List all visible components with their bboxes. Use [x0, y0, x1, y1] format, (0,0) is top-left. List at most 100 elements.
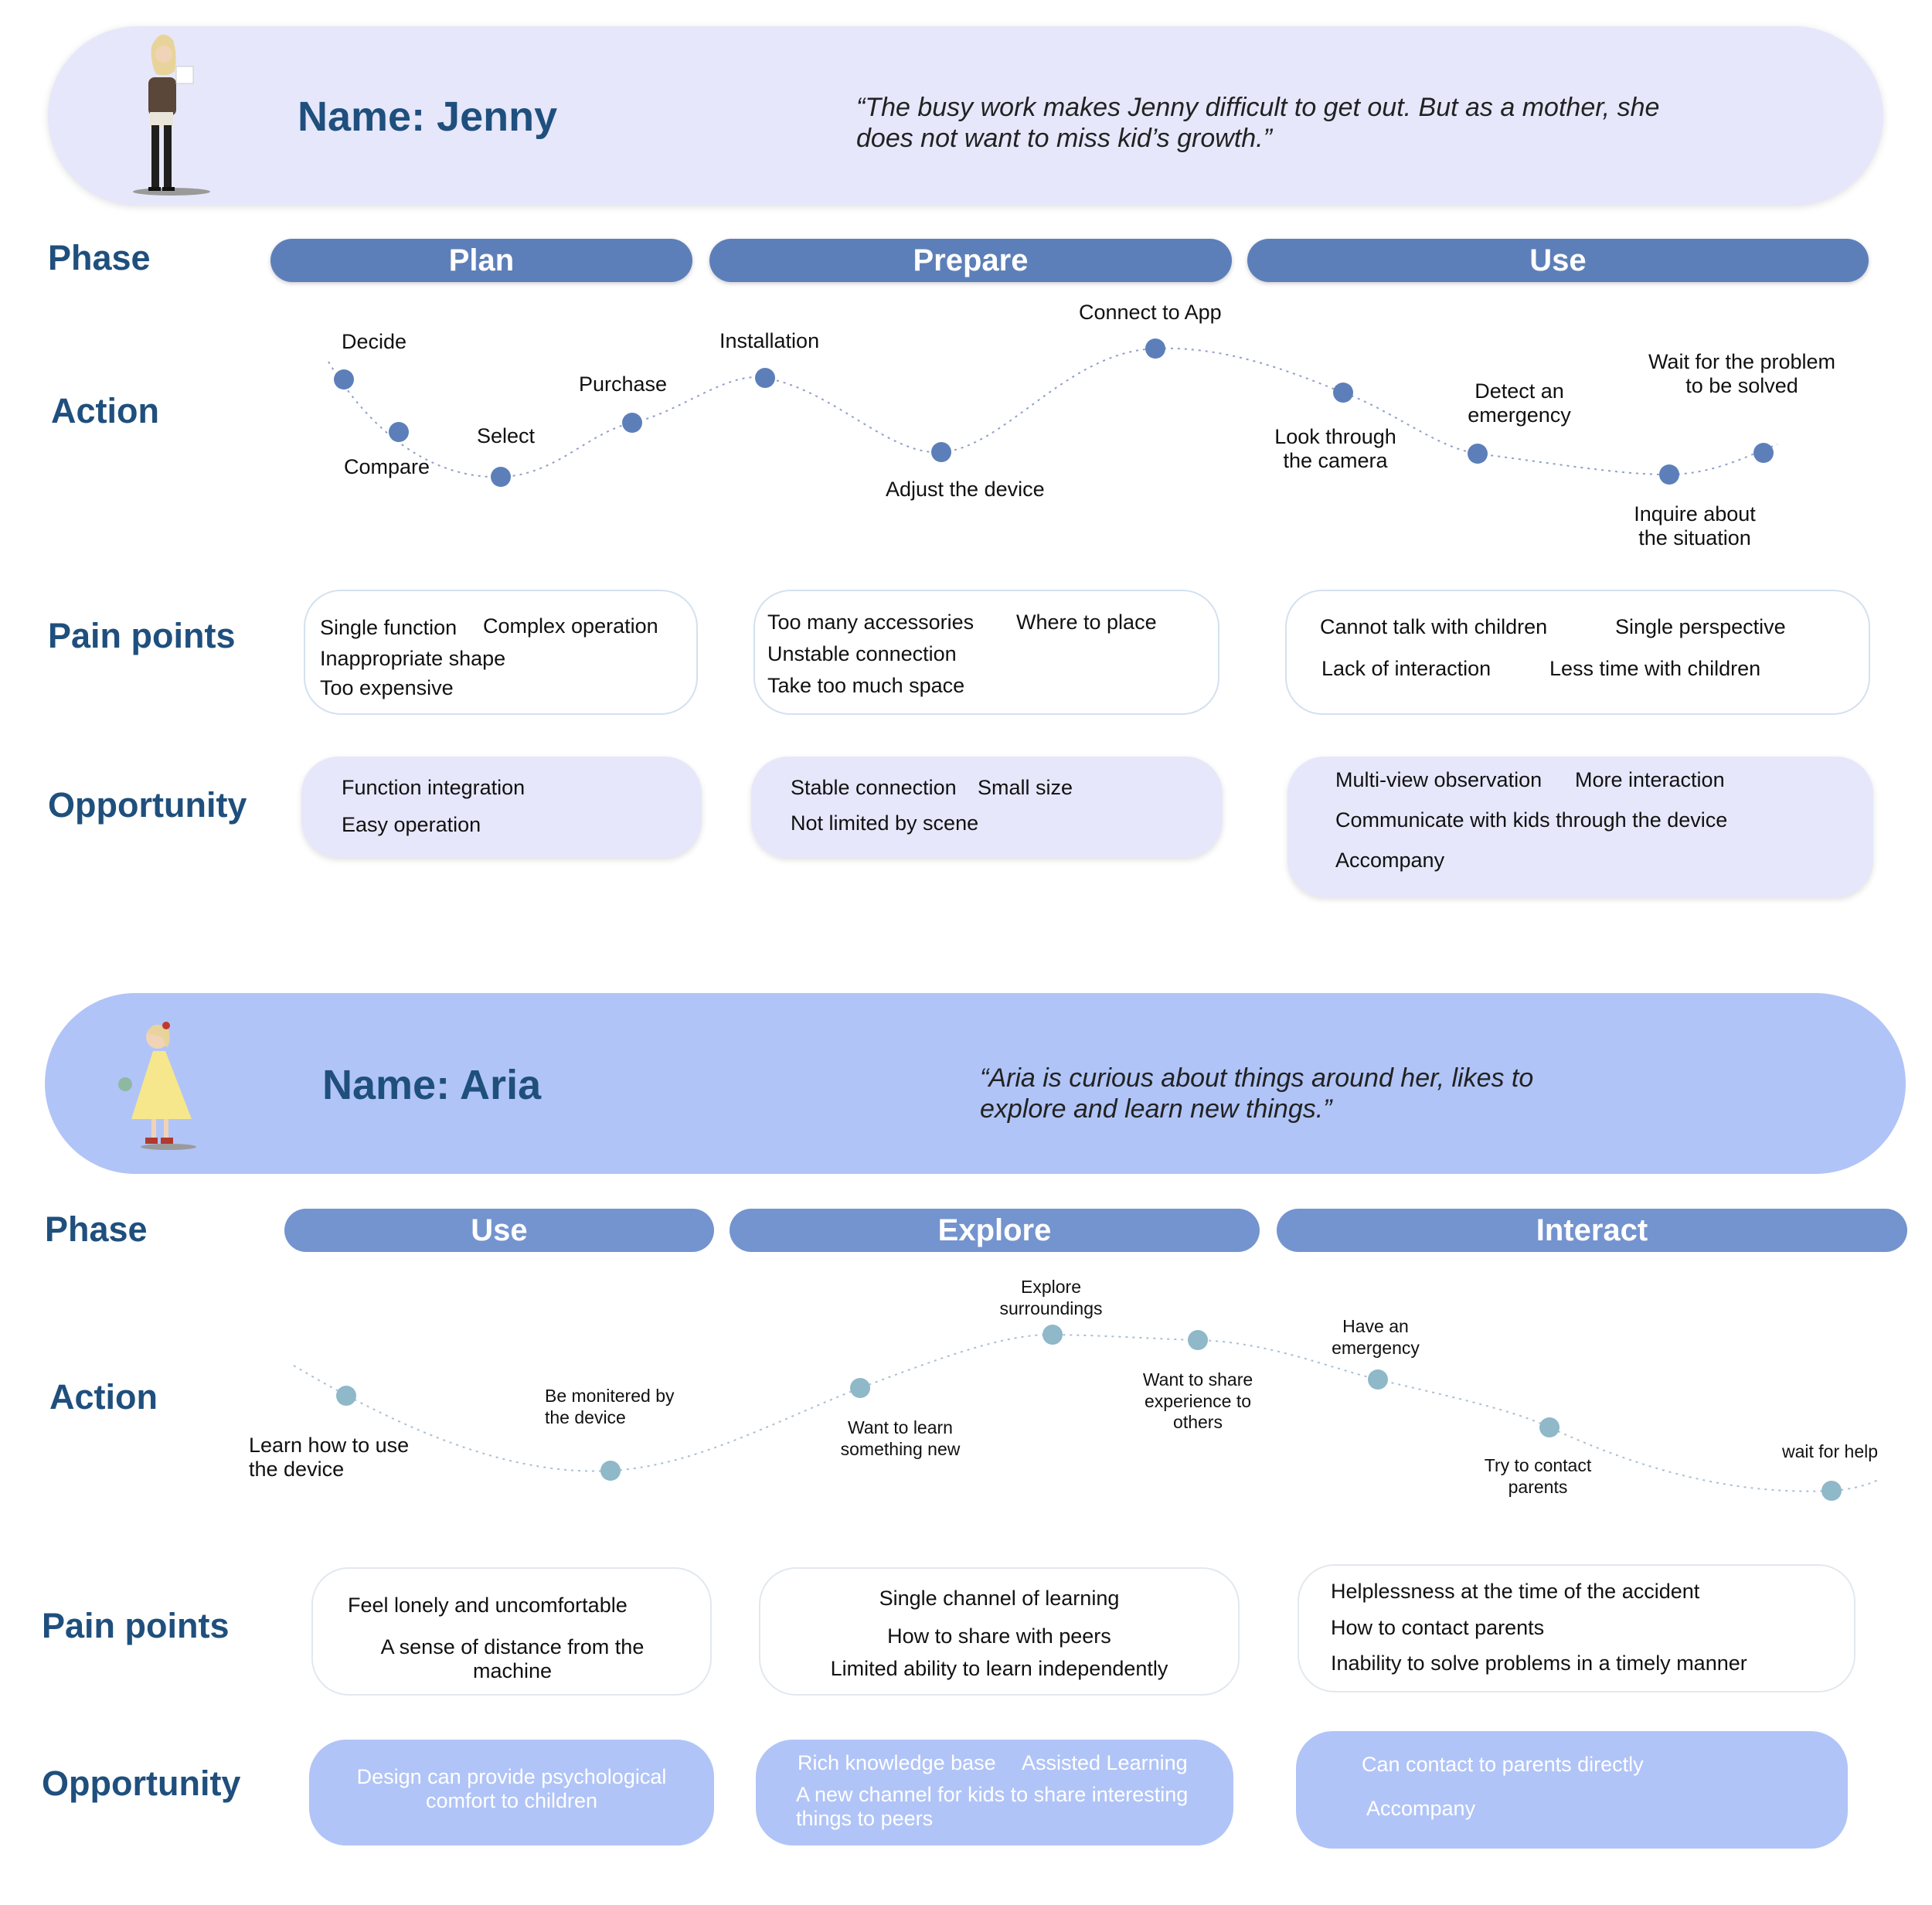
action-label-installation: Installation [719, 329, 820, 352]
opportunity-item: Small size [978, 776, 1073, 799]
pain-item: Too expensive [320, 676, 454, 699]
pain-item: Helplessness at the time of the accident [1331, 1580, 1700, 1603]
opportunity-item: Multi-view observation [1335, 768, 1543, 791]
action-dot-learn-use [336, 1386, 356, 1406]
opportunity-item: Easy operation [342, 813, 481, 836]
pain-item: Single perspective [1615, 615, 1786, 638]
action-dot-wait-help [1821, 1481, 1842, 1501]
pain-box-prepare [753, 590, 1219, 715]
action-dot-wait [1753, 443, 1774, 463]
action-label-detect: Detect an emergency [1468, 379, 1571, 427]
pain-item: Cannot talk with children [1320, 615, 1548, 638]
action-label-contact: Try to contact parents [1484, 1455, 1592, 1497]
row-label-action: Action [49, 1377, 158, 1417]
row-label-opportunity: Opportunity [42, 1764, 241, 1803]
pain-item: Less time with children [1549, 657, 1761, 680]
action-dot-compare [389, 422, 409, 442]
pain-item: A sense of distance from the machine [380, 1635, 645, 1683]
phase-use: Use [284, 1209, 714, 1252]
opportunity-box-interact [1296, 1731, 1848, 1849]
pain-box-use [1285, 590, 1870, 715]
action-label-adjust: Adjust the device [886, 478, 1045, 501]
pain-item: Take too much space [767, 674, 965, 697]
opportunity-box-prepare [751, 757, 1223, 858]
persona-name-aria: Name: Aria [322, 1062, 542, 1108]
opportunity-box-explore [756, 1740, 1233, 1845]
action-dot-learn-new [850, 1378, 870, 1398]
phase-use: Use [1247, 239, 1869, 282]
action-dot-explore [1043, 1325, 1063, 1345]
opportunity-box-plan [301, 757, 702, 858]
pain-box-explore [759, 1567, 1240, 1696]
pain-box-plan [304, 590, 698, 715]
persona-quote-aria-line1: “Aria is curious about things around her… [980, 1063, 1534, 1093]
row-label-phase: Phase [48, 238, 151, 277]
action-label-learn-new: Want to learn something new [840, 1417, 961, 1459]
pain-item: Too many accessories [767, 611, 975, 634]
opportunity-item: Assisted Learning [1022, 1751, 1188, 1774]
pain-item: Where to place [1016, 611, 1157, 634]
action-dot-adjust [931, 442, 951, 462]
action-dot-select [491, 467, 511, 487]
row-label-action: Action [51, 391, 159, 430]
pain-item: Single function [320, 616, 457, 639]
pain-item: How to contact parents [1331, 1616, 1545, 1639]
row-label-pain-points: Pain points [42, 1606, 230, 1645]
action-dot-connect [1145, 338, 1165, 359]
opportunity-item: Can contact to parents directly [1362, 1753, 1644, 1776]
pain-box-interact [1298, 1564, 1855, 1692]
action-dot-look [1333, 383, 1353, 403]
opportunity-item: A new channel for kids to share interest… [796, 1783, 1189, 1831]
opportunity-item: Not limited by scene [791, 811, 979, 835]
opportunity-item: More interaction [1575, 768, 1725, 791]
action-label-decide: Decide [342, 330, 407, 353]
pain-item: Inappropriate shape [320, 647, 506, 670]
action-dot-purchase [622, 413, 642, 433]
pain-item: Complex operation [483, 614, 658, 638]
pain-item: Unstable connection [767, 642, 957, 665]
pain-item: Lack of interaction [1321, 657, 1492, 680]
opportunity-item: Function integration [342, 776, 526, 799]
opportunity-item: Accompany [1335, 849, 1445, 872]
action-label-purchase: Purchase [579, 372, 668, 396]
pain-item: Single channel of learning [879, 1587, 1120, 1610]
opportunity-item: Accompany [1366, 1797, 1476, 1820]
phase-interact: Interact [1277, 1209, 1907, 1252]
pain-box-use [311, 1567, 712, 1696]
opportunity-item: Communicate with kids through the device [1335, 808, 1728, 832]
action-label-learn-use: Learn how to use the device [249, 1434, 410, 1481]
action-label-connect: Connect to App [1079, 301, 1222, 324]
persona-quote-jenny-line1: “The busy work makes Jenny difficult to … [856, 93, 1660, 122]
opportunity-item: Stable connection [791, 776, 957, 799]
phase-prepare: Prepare [709, 239, 1232, 282]
opportunity-item: Rich knowledge base [798, 1751, 996, 1774]
action-dot-monitored [600, 1461, 621, 1481]
action-dot-detect [1468, 444, 1488, 464]
persona-quote-aria-line2: explore and learn new things.” [980, 1094, 1332, 1124]
action-label-emergency: Have an emergency [1332, 1316, 1420, 1358]
action-label-share: Want to share experience to others [1142, 1369, 1253, 1433]
opportunity-box-use [309, 1740, 714, 1845]
row-label-phase: Phase [45, 1209, 148, 1249]
action-label-compare: Compare [344, 455, 430, 478]
action-dot-share [1188, 1330, 1208, 1350]
phase-explore: Explore [730, 1209, 1260, 1252]
persona-banner-jenny [48, 26, 1883, 206]
persona-quote-jenny-line2: does not want to miss kid’s growth.” [856, 124, 1272, 153]
action-dot-installation [755, 368, 775, 388]
action-dot-emergency [1368, 1369, 1388, 1390]
persona-banner-aria [45, 993, 1906, 1174]
action-label-monitored: Be monitered by the device [545, 1386, 675, 1427]
pain-item: Feel lonely and uncomfortable [348, 1594, 628, 1617]
pain-item: Limited ability to learn independently [830, 1657, 1168, 1680]
action-label-explore: Explore surroundings [999, 1277, 1103, 1318]
action-label-wait-help: wait for help [1782, 1441, 1879, 1461]
action-label-wait: Wait for the problem to be solved [1648, 350, 1836, 398]
pain-item: How to share with peers [887, 1624, 1111, 1648]
action-dot-contact [1539, 1417, 1560, 1437]
opportunity-box-use [1287, 757, 1873, 897]
row-label-pain-points: Pain points [48, 616, 236, 655]
action-dot-decide [334, 369, 354, 390]
row-label-opportunity: Opportunity [48, 785, 247, 825]
action-label-select: Select [477, 424, 536, 447]
